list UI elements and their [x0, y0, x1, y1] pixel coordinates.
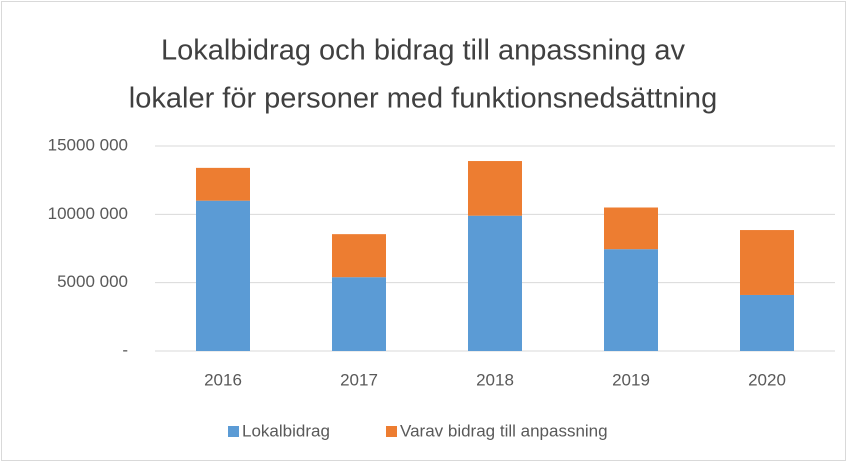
chart-title: Lokalbidrag och bidrag till anpassning a… [161, 35, 685, 67]
bar-segment [468, 215, 522, 351]
chart-title: lokaler för personer med funktionsnedsät… [129, 83, 717, 115]
bar-segment [740, 294, 794, 351]
x-tick-label: 2017 [340, 370, 378, 389]
legend-label: Varav bidrag till anpassning [400, 421, 608, 440]
x-tick-label: 2018 [476, 370, 514, 389]
bar-segment [332, 277, 386, 351]
legend-swatch [228, 426, 239, 437]
bar-segment [740, 230, 794, 295]
bar-segment [604, 207, 658, 250]
bar-segment [332, 234, 386, 278]
bar-segment [196, 200, 250, 351]
x-tick-label: 2019 [612, 370, 650, 389]
y-tick-label: 10000 000 [48, 204, 128, 223]
legend-swatch [386, 426, 397, 437]
legend-label: Lokalbidrag [242, 421, 330, 440]
bar-segment [196, 167, 250, 201]
bar-segment [604, 249, 658, 351]
bar-segment [468, 161, 522, 216]
y-tick-label: 5000 000 [57, 272, 128, 291]
y-tick-label: - [122, 340, 128, 359]
x-tick-label: 2016 [204, 370, 242, 389]
y-tick-label: 15000 000 [48, 135, 128, 154]
x-tick-label: 2020 [748, 370, 786, 389]
